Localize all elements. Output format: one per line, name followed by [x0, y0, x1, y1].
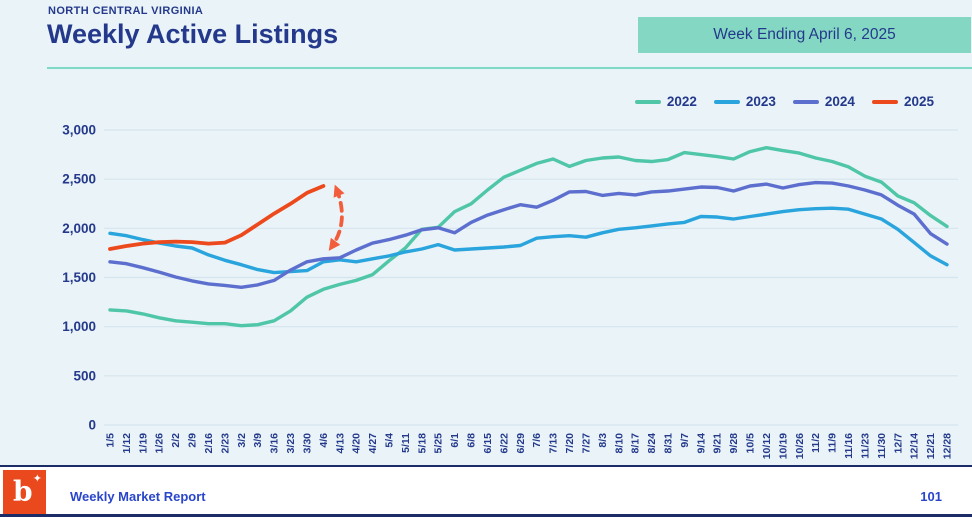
- x-tick-label: 8/31: [663, 433, 675, 454]
- y-tick-label: 3,000: [62, 123, 96, 138]
- x-tick-label: 1/5: [105, 433, 117, 448]
- legend-label: 2024: [824, 94, 855, 109]
- series-lines: [108, 145, 949, 328]
- x-tick-label: 10/12: [761, 433, 773, 459]
- y-tick-label: 1,000: [62, 319, 96, 334]
- page-title: Weekly Active Listings: [47, 19, 339, 49]
- x-tick-label: 10/5: [745, 433, 757, 454]
- legend-item-2024: 2024: [792, 94, 855, 109]
- report-name: Weekly Market Report: [70, 489, 206, 504]
- legend-swatch-2024: [792, 99, 819, 104]
- series-line-2023: [108, 206, 949, 275]
- legend-label: 2025: [903, 94, 934, 109]
- legend-label: 2023: [745, 94, 776, 109]
- x-tick-label: 6/1: [449, 433, 461, 448]
- brand-logo: b ✦: [3, 470, 46, 517]
- x-tick-label: 6/29: [515, 433, 527, 454]
- y-axis-labels: 0 500 1,000 1,500 2,000 2,500 3,000: [62, 123, 96, 433]
- x-tick-label: 2/2: [170, 433, 182, 448]
- legend-item-2023: 2023: [713, 94, 776, 109]
- x-tick-label: 5/25: [433, 433, 445, 454]
- x-tick-label: 12/21: [925, 433, 937, 459]
- footer-divider: [0, 465, 972, 467]
- series-line-2022: [108, 145, 949, 328]
- gridlines: [104, 129, 958, 426]
- y-tick-label: 1,500: [62, 270, 96, 285]
- x-tick-label: 11/16: [843, 433, 855, 459]
- x-tick-label: 5/18: [416, 433, 428, 454]
- series-line-2025: [108, 184, 326, 251]
- sparkle-icon: ✦: [32, 473, 42, 485]
- legend-swatch-2023: [713, 99, 740, 104]
- x-tick-label: 1/12: [121, 433, 133, 454]
- x-tick-label: 1/19: [137, 433, 149, 454]
- legend-item-2025: 2025: [871, 94, 934, 109]
- x-tick-label: 3/30: [301, 433, 313, 454]
- x-tick-label: 11/2: [810, 433, 822, 453]
- x-tick-label: 2/9: [187, 433, 199, 448]
- x-tick-label: 5/4: [384, 433, 396, 448]
- legend-swatch-2022: [634, 99, 661, 104]
- footer-background: [0, 467, 972, 514]
- x-tick-label: 6/22: [498, 433, 510, 454]
- x-tick-label: 4/20: [351, 433, 363, 454]
- gap-arrow-annotation: [328, 184, 345, 251]
- x-tick-label: 11/9: [827, 433, 839, 453]
- y-tick-label: 2,500: [62, 172, 96, 187]
- x-tick-label: 8/10: [613, 433, 625, 454]
- x-tick-label: 3/16: [269, 433, 281, 454]
- x-tick-label: 6/15: [482, 433, 494, 454]
- series-line-2024: [108, 180, 949, 289]
- x-tick-label: 10/26: [794, 433, 806, 459]
- logo-letter: b: [13, 475, 33, 508]
- y-tick-label: 2,000: [62, 221, 96, 236]
- x-tick-label: 4/6: [318, 433, 330, 448]
- x-tick-label: 3/2: [236, 433, 248, 448]
- week-ending-badge: Week Ending April 6, 2025: [638, 17, 971, 53]
- chart-legend: 2022 2023 2024 2025: [634, 94, 934, 109]
- x-tick-label: 9/14: [695, 433, 707, 454]
- x-tick-label: 9/7: [679, 433, 691, 448]
- y-tick-label: 0: [88, 418, 96, 433]
- x-tick-label: 3/9: [252, 433, 264, 448]
- x-tick-label: 11/30: [876, 433, 888, 459]
- x-tick-label: 7/20: [564, 433, 576, 454]
- x-tick-label: 9/28: [728, 433, 740, 454]
- x-tick-label: 8/3: [597, 433, 609, 448]
- dashed-gap-arrow: [328, 184, 345, 251]
- x-tick-label: 12/28: [942, 433, 954, 459]
- x-tick-label: 8/17: [630, 433, 642, 454]
- x-tick-label: 11/23: [859, 433, 871, 459]
- bottom-edge-bar: [0, 514, 972, 517]
- x-axis-labels: 1/5 1/12 1/19 1/26 2/2 2/9 2/16 2/23 3/2 3/9 3/16 3…: [105, 433, 954, 459]
- x-tick-label: 7/6: [531, 433, 543, 448]
- x-tick-label: 1/26: [154, 433, 166, 454]
- y-tick-label: 500: [73, 368, 96, 383]
- legend-swatch-2025: [871, 99, 898, 104]
- x-tick-label: 4/27: [367, 433, 379, 454]
- title-divider: [47, 67, 972, 69]
- x-tick-label: 8/24: [646, 433, 658, 454]
- page-number: 101: [920, 489, 942, 504]
- x-tick-label: 2/16: [203, 433, 215, 454]
- weekly-active-listings-chart: 0 500 1,000 1,500 2,000 2,500 3,000 1/5 1/12 1/1…: [62, 123, 958, 459]
- region-label: NORTH CENTRAL VIRGINIA: [48, 5, 204, 17]
- x-tick-label: 6/8: [466, 433, 478, 448]
- x-tick-label: 12/7: [892, 433, 904, 454]
- legend-label: 2022: [666, 94, 697, 109]
- legend-item-2022: 2022: [634, 94, 697, 109]
- x-tick-label: 5/11: [400, 433, 412, 453]
- x-tick-label: 7/13: [548, 433, 560, 454]
- x-tick-label: 4/13: [334, 433, 346, 454]
- x-tick-label: 10/19: [777, 433, 789, 459]
- x-tick-label: 2/23: [219, 433, 231, 454]
- x-tick-label: 7/27: [580, 433, 592, 454]
- x-tick-label: 12/14: [909, 433, 921, 459]
- x-tick-label: 9/21: [712, 433, 724, 454]
- x-tick-label: 3/23: [285, 433, 297, 454]
